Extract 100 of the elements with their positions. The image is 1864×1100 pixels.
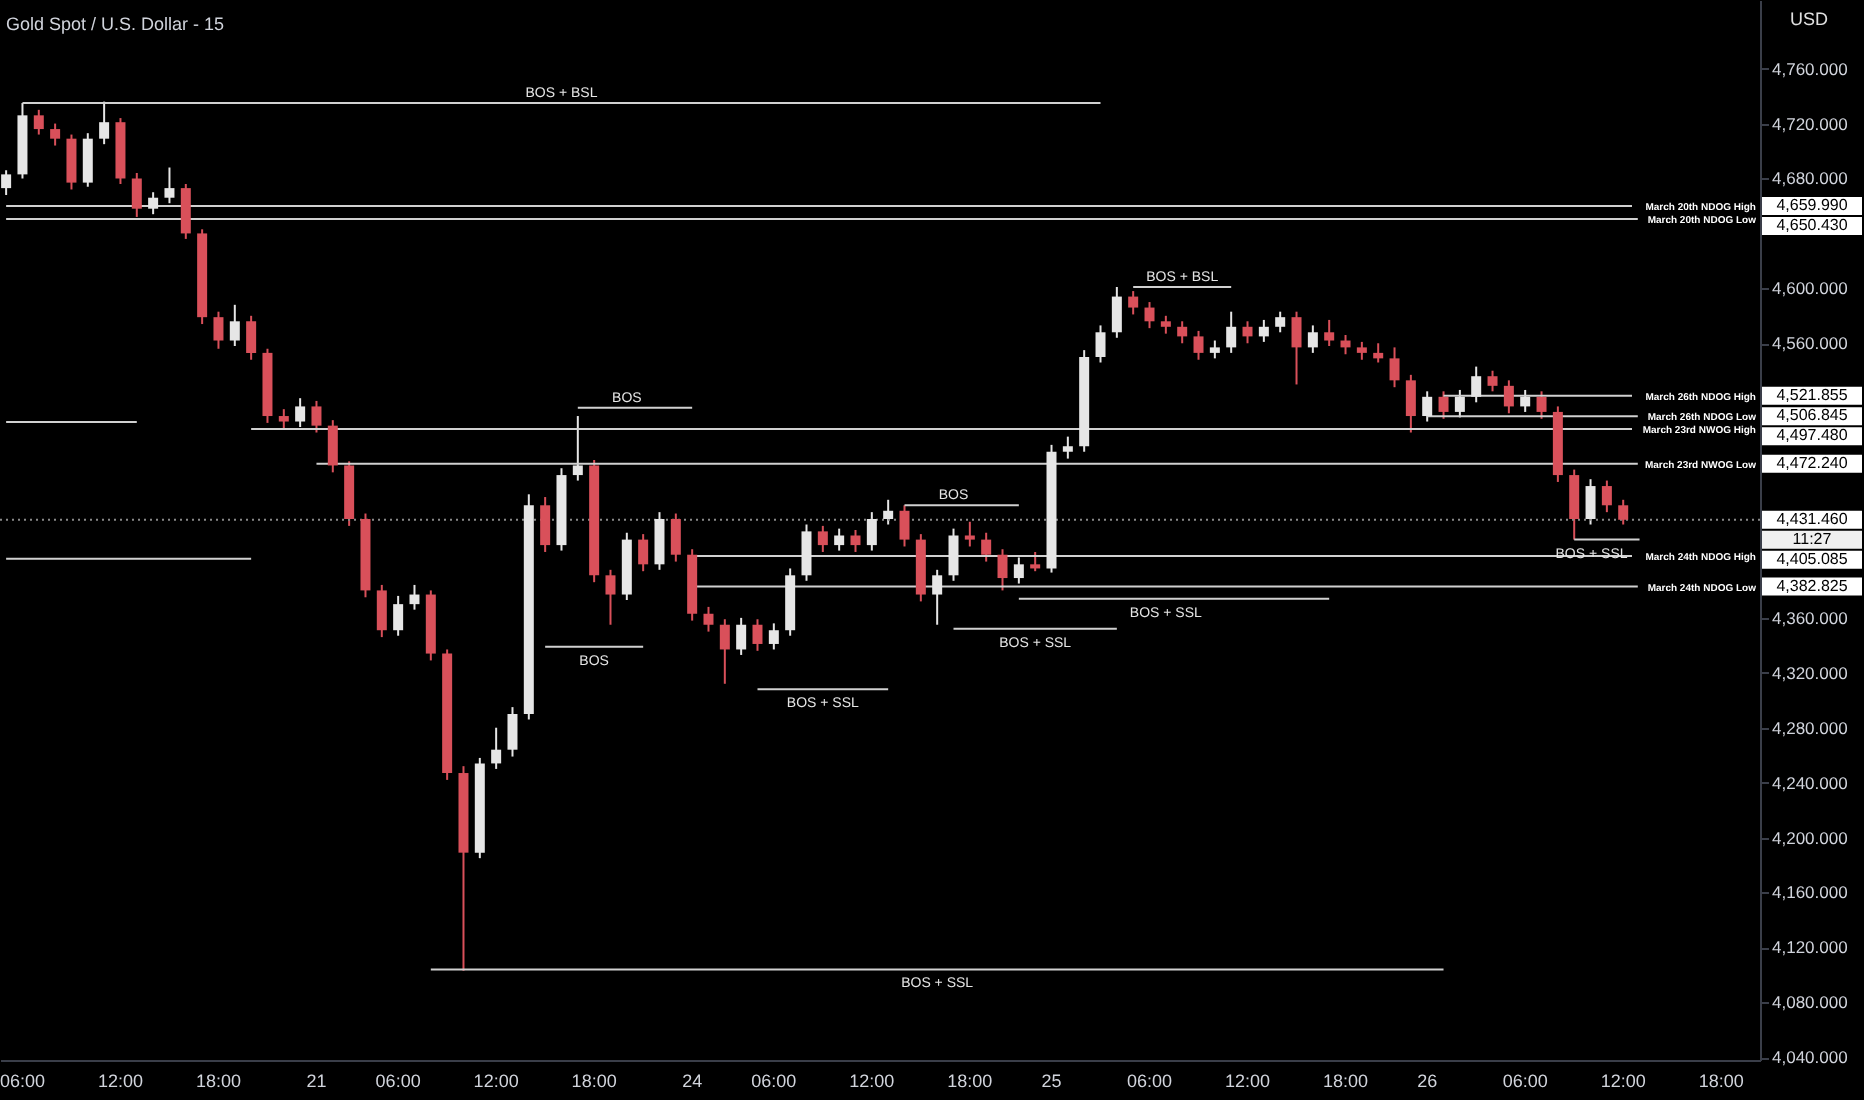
candlestick (213, 310, 224, 350)
candlestick (850, 529, 861, 553)
y-tick-label: 4,720.000 (1772, 113, 1849, 134)
candlestick (834, 527, 845, 552)
candlestick (1389, 346, 1400, 389)
data-label: 4,506.845 (1776, 406, 1849, 425)
candlestick (246, 314, 257, 361)
candlestick (1585, 478, 1596, 526)
candlestick (229, 303, 240, 348)
candlestick (1503, 379, 1514, 415)
candlestick (409, 583, 420, 611)
candlestick (1373, 342, 1384, 364)
candlestick (507, 706, 518, 758)
y-tick-label: 4,280.000 (1772, 717, 1849, 738)
y-tick-label: 4,040.000 (1772, 1047, 1849, 1068)
candlestick (278, 408, 289, 430)
x-tick-label: 18:00 (1322, 1071, 1369, 1091)
y-tick-label: 4,080.000 (1772, 992, 1849, 1013)
y-axis-title: USD (1789, 9, 1829, 29)
ref-line-label: 4,431.460 (1776, 509, 1849, 528)
candlestick (1, 169, 12, 196)
candlestick (638, 533, 649, 573)
candlestick (883, 498, 894, 526)
candlestick (948, 527, 959, 582)
x-tick-label: 12:00 (849, 1071, 895, 1091)
candlestick (1405, 373, 1416, 434)
candlestick (768, 622, 779, 651)
candlestick (311, 399, 322, 434)
y-tick-label: 4,680.000 (1772, 168, 1849, 189)
text: Gold Spot / U.S. Dollar - 15 (6, 14, 225, 34)
candlestick (1536, 390, 1547, 420)
candlestick (670, 512, 681, 563)
candlestick (736, 616, 747, 656)
candlestick (1258, 318, 1269, 343)
candlestick (1422, 390, 1433, 423)
x-tick-label: 18:00 (1698, 1071, 1744, 1091)
candlestick (491, 726, 502, 770)
candlestick (981, 531, 992, 563)
candlestick (1454, 388, 1465, 419)
candlestick (180, 182, 191, 240)
text: 11:27 (1792, 529, 1833, 548)
x-tick-label: 18:00 (195, 1071, 241, 1091)
y-tick-label: 4,600.000 (1772, 278, 1849, 299)
candlestick (1030, 550, 1041, 573)
candlestick (327, 419, 338, 474)
candlestick (997, 548, 1008, 592)
candlestick (1569, 468, 1580, 541)
candlestick (1487, 369, 1498, 393)
candlestick (1144, 301, 1155, 330)
candlestick (801, 523, 812, 582)
candlestick (393, 594, 404, 637)
candlestick (932, 568, 943, 626)
candlestick (899, 504, 910, 548)
candlestick (1193, 329, 1204, 361)
candlestick (1291, 310, 1302, 386)
x-tick-label: 06:00 (1502, 1071, 1548, 1091)
candlestick (703, 605, 714, 633)
candlestick (719, 618, 730, 685)
candlestick (376, 583, 387, 639)
y-tick-label: 4,200.000 (1772, 827, 1849, 848)
candlestick (33, 108, 44, 136)
x-tick-label: 24 (682, 1071, 703, 1091)
candlestick (1438, 390, 1449, 420)
y-tick-label: 4,320.000 (1772, 662, 1849, 683)
candlestick (1471, 365, 1482, 404)
data-label: 4,659.990 (1776, 195, 1849, 214)
x-tick-label: 12:00 (97, 1071, 143, 1091)
data-label: 4,650.430 (1776, 215, 1849, 234)
candlestick (1601, 479, 1612, 514)
x-tick-label: 12:00 (473, 1071, 519, 1091)
x-tick-label: 12:00 (1600, 1071, 1646, 1091)
candlestick (1307, 324, 1318, 354)
candlestick (295, 397, 306, 429)
candlestick (148, 191, 159, 216)
y-tick-label: 4,760.000 (1772, 58, 1849, 79)
y-tick-label: 4,120.000 (1772, 937, 1849, 958)
x-tick-label: 25 (1041, 1071, 1062, 1091)
y-tick-label: 4,360.000 (1772, 607, 1849, 628)
candlestick (866, 511, 877, 552)
x-tick-label: 18:00 (571, 1071, 617, 1091)
candlestick (1520, 388, 1531, 413)
candlestick (66, 133, 77, 191)
candlestick (1618, 498, 1629, 526)
candlestick (1324, 318, 1335, 348)
x-tick-label: 06:00 (0, 1071, 45, 1091)
x-tick-label: 06:00 (1126, 1071, 1173, 1091)
x-tick-label: 26 (1417, 1071, 1438, 1091)
candlestick (1111, 285, 1122, 339)
candlestick (82, 132, 93, 188)
y-tick-label: 4,240.000 (1772, 772, 1849, 793)
data-label: 4,497.480 (1776, 426, 1849, 445)
candlestick (605, 568, 616, 626)
data-label: 4,472.240 (1776, 453, 1849, 472)
data-label: 4,521.855 (1776, 385, 1849, 404)
candlestick (540, 496, 551, 553)
x-tick-label: 06:00 (751, 1071, 797, 1091)
candlestick (131, 172, 142, 218)
candlestick (50, 122, 61, 147)
candlestick (1062, 435, 1073, 460)
candlestick (752, 618, 763, 652)
